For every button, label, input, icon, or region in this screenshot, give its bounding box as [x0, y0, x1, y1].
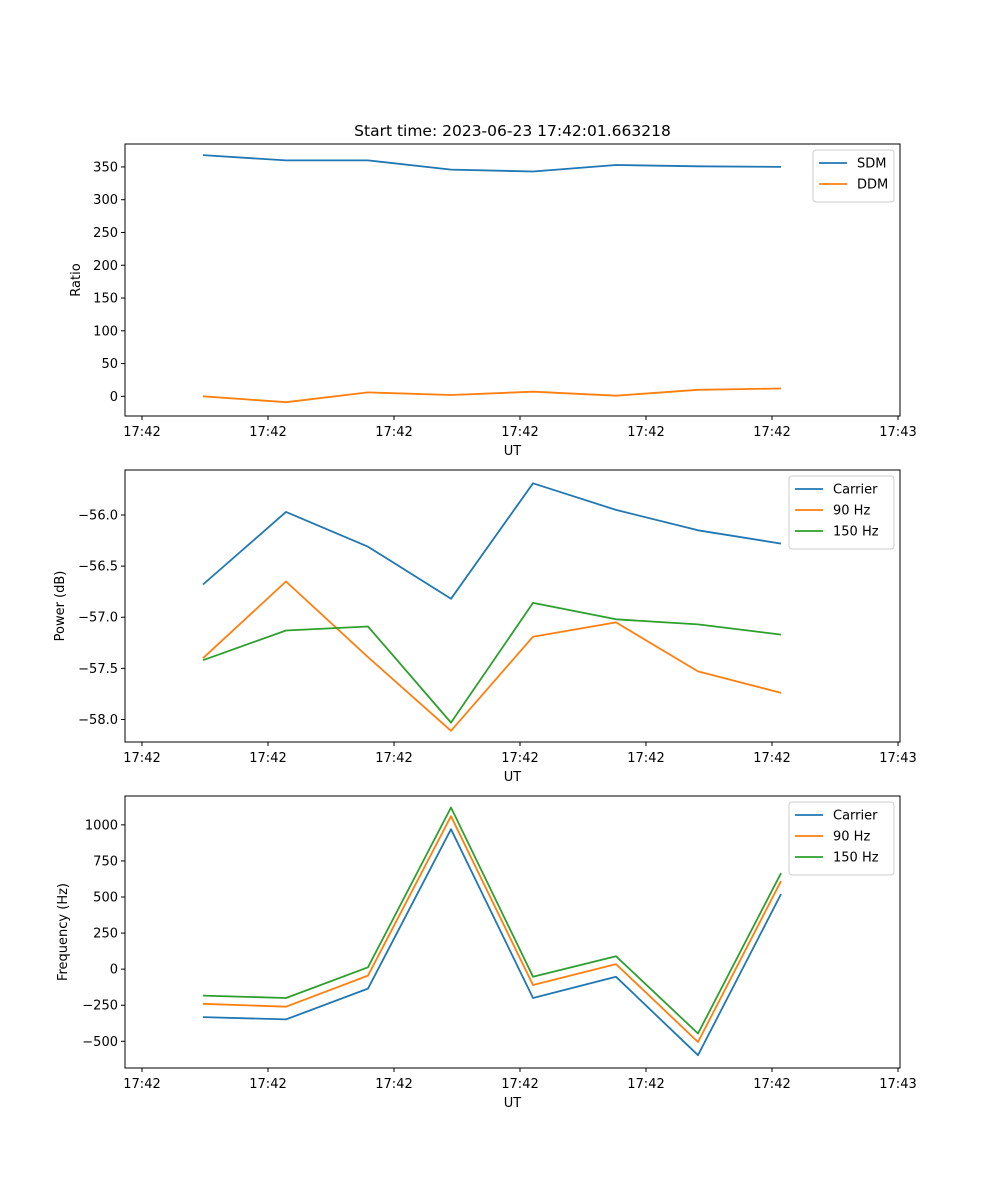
y-axis-label: Ratio [69, 263, 84, 296]
legend: Carrier 90 Hz 150 Hz [788, 475, 895, 550]
y-tick-label: 200 [93, 259, 118, 274]
y-tick-label: −57.0 [78, 611, 118, 626]
y-tick-label: −58.0 [78, 713, 118, 728]
y-tick-label: 250 [93, 226, 118, 241]
x-tick-label: 17:42 [627, 1077, 664, 1092]
legend-label: 150 Hz [833, 525, 879, 540]
x-tick-label: 17:43 [879, 751, 916, 766]
series-line-150-hz [202, 602, 782, 724]
legend-label: Carrier [833, 483, 878, 498]
series-line-sdm [202, 154, 782, 173]
legend: Carrier 90 Hz 150 Hz [788, 801, 895, 876]
axes-frame [124, 143, 901, 417]
x-tick-label: 17:42 [501, 751, 538, 766]
y-tick-label: −57.5 [78, 662, 118, 677]
series-line-carrier [202, 482, 782, 600]
y-tick-label: 0 [110, 963, 118, 978]
y-tick-label: −250 [82, 999, 118, 1014]
x-tick-label: 17:42 [501, 425, 538, 440]
legend-label: 90 Hz [833, 504, 870, 519]
series-line-ddm [202, 387, 782, 404]
x-axis-label: UT [504, 444, 522, 459]
x-tick-label: 17:42 [753, 425, 790, 440]
x-tick-label: 17:42 [123, 425, 160, 440]
x-tick-label: 17:43 [879, 425, 916, 440]
x-tick-label: 17:42 [627, 751, 664, 766]
y-tick-label: 100 [93, 324, 118, 339]
x-tick-label: 17:42 [375, 751, 412, 766]
legend-label: 90 Hz [833, 830, 870, 845]
y-tick-label: 750 [93, 854, 118, 869]
x-axis-label: UT [504, 770, 522, 785]
x-tick-label: 17:42 [753, 1077, 790, 1092]
subplot-2: −58.0 −57.5 −57.0 −56.5 −56.0 17:42 17:42 17:42… [53, 469, 917, 785]
y-tick-label: −56.0 [78, 508, 118, 523]
y-tick-label: 350 [93, 160, 118, 175]
y-tick-label: 300 [93, 193, 118, 208]
y-tick-label: −500 [82, 1035, 118, 1050]
x-tick-label: 17:42 [627, 425, 664, 440]
x-tick-label: 17:42 [375, 1077, 412, 1092]
series-line-150-hz [202, 806, 782, 1035]
legend-label: 150 Hz [833, 851, 879, 866]
y-tick-label: 1000 [85, 818, 118, 833]
x-tick-label: 17:42 [123, 1077, 160, 1092]
x-tick-label: 17:42 [123, 751, 160, 766]
series-line-90-hz [202, 815, 782, 1043]
x-tick-label: 17:42 [501, 1077, 538, 1092]
y-tick-label: 50 [101, 357, 118, 372]
y-axis-label: Frequency (Hz) [56, 883, 71, 981]
x-tick-label: 17:42 [249, 1077, 286, 1092]
figure-title: Start time: 2023-06-23 17:42:01.663218 [354, 122, 671, 140]
subplots: 0 50 100 150 200 250 300 350 17:42 17:42 17:42 17:4… [53, 143, 917, 1111]
axes-frame [124, 469, 901, 743]
x-tick-label: 17:42 [753, 751, 790, 766]
legend-label: SDM [857, 157, 886, 172]
x-tick-label: 17:42 [375, 425, 412, 440]
x-tick-label: 17:43 [879, 1077, 916, 1092]
x-axis-label: UT [504, 1096, 522, 1111]
y-tick-label: −56.5 [78, 560, 118, 575]
y-tick-label: 500 [93, 891, 118, 906]
series-line-90-hz [202, 580, 782, 732]
y-tick-label: 0 [110, 390, 118, 405]
legend-label: DDM [857, 178, 888, 193]
y-tick-label: 250 [93, 927, 118, 942]
subplot-1: 0 50 100 150 200 250 300 350 17:42 17:42 17:42 17:4… [69, 143, 917, 459]
subplot-3: −500 −250 0 250 500 750 1000 17:42 17:42 17:42 17:… [56, 795, 917, 1111]
legend-label: Carrier [833, 809, 878, 824]
axes-frame [124, 795, 901, 1069]
y-tick-label: 150 [93, 292, 118, 307]
series-line-carrier [202, 828, 782, 1057]
x-tick-label: 17:42 [249, 751, 286, 766]
legend: SDM DDM [812, 149, 895, 203]
y-axis-label: Power (dB) [53, 571, 68, 642]
x-tick-label: 17:42 [249, 425, 286, 440]
